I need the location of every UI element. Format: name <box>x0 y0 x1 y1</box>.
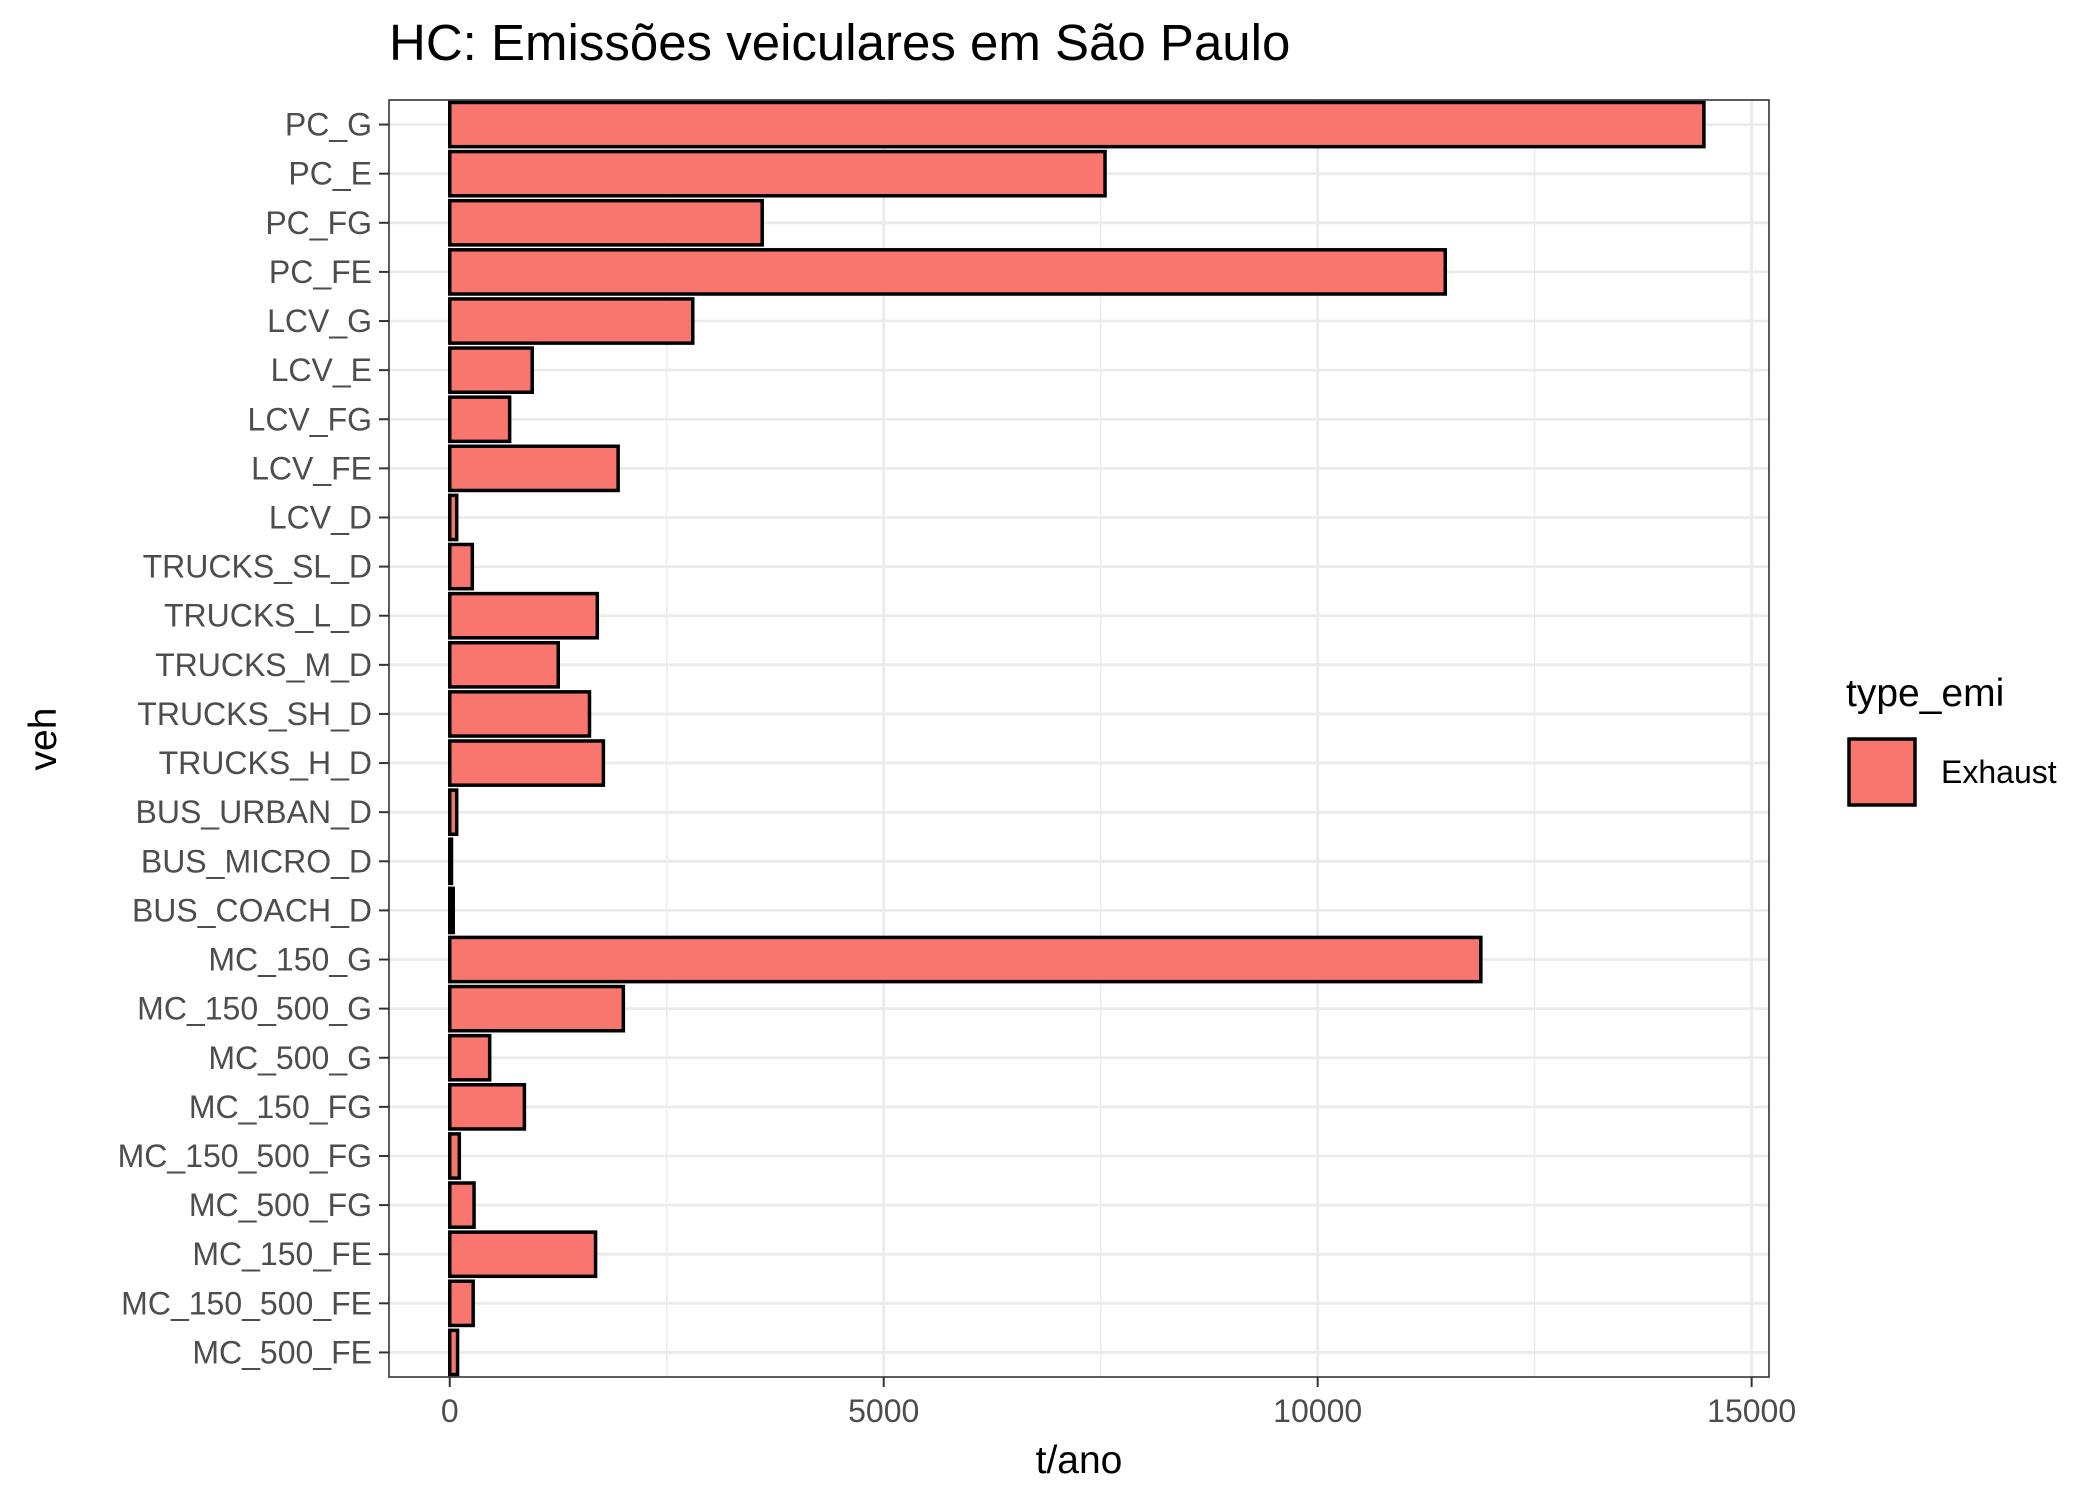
y-tick-label: LCV_D <box>269 499 372 535</box>
bar-trucks-h-d <box>448 739 606 787</box>
bar-trucks-l-d <box>448 591 600 640</box>
y-tick-label: MC_500_FE <box>192 1334 372 1370</box>
legend-label-exhaust: Exhaust <box>1941 754 2057 790</box>
y-tick-label: LCV_G <box>267 303 372 339</box>
bar-pc-e <box>448 149 1107 198</box>
y-tick-label: PC_G <box>285 107 372 143</box>
y-tick-label: MC_500_FG <box>189 1187 372 1223</box>
y-tick-label: LCV_E <box>271 352 372 388</box>
legend-title: type_emi <box>1846 672 2004 715</box>
y-tick-label: TRUCKS_L_D <box>164 598 372 634</box>
legend: type_emi Exhaust <box>1846 672 2057 807</box>
y-tick-label: BUS_MICRO_D <box>141 843 372 879</box>
bar-mc-150-g <box>448 935 1483 984</box>
bar-mc-500-fg <box>448 1181 476 1229</box>
plot-panel-border <box>388 99 1770 1378</box>
y-axis: PC_G PC_E PC_FG PC_FE LCV_G LCV_E LCV_FG LCV_FE… <box>118 107 389 1370</box>
bar-mc-150-500-fg <box>448 1132 462 1180</box>
bar-bus-urban-d <box>448 788 459 837</box>
bar-mc-500-fe <box>448 1328 460 1377</box>
bar-trucks-sh-d <box>448 690 592 738</box>
bar-pc-fg <box>448 198 764 247</box>
y-tick-label: MC_150_FG <box>189 1089 372 1125</box>
bar-bus-coach-d <box>448 886 455 935</box>
bar-pc-fe <box>448 248 1448 296</box>
y-tick-label: MC_500_G <box>208 1040 372 1076</box>
bar-mc-150-fe <box>448 1230 598 1279</box>
x-tick-label: 15000 <box>1707 1393 1796 1429</box>
y-tick-label: TRUCKS_M_D <box>155 647 372 683</box>
y-tick-label: BUS_COACH_D <box>132 892 372 928</box>
x-tick-label: 10000 <box>1273 1393 1362 1429</box>
bar-mc-500-g <box>448 1033 492 1082</box>
bars <box>448 100 1706 1377</box>
y-tick-label: PC_FE <box>269 254 372 290</box>
y-tick-label: MC_150_G <box>208 942 372 978</box>
y-tick-label: PC_E <box>288 156 372 192</box>
bar-pc-g <box>448 100 1706 149</box>
x-tick-label: 5000 <box>848 1393 919 1429</box>
bar-lcv-fg <box>448 395 512 444</box>
bar-lcv-e <box>448 346 534 394</box>
bar-bus-micro-d <box>448 837 454 886</box>
y-axis-title: veh <box>22 708 65 771</box>
bar-mc-150-500-g <box>448 984 626 1033</box>
x-axis: 0 5000 10000 15000 <box>441 1377 1796 1429</box>
legend-key-exhaust <box>1847 737 1917 807</box>
y-tick-label: MC_150_500_FG <box>118 1138 372 1174</box>
bar-mc-150-500-fe <box>448 1279 475 1328</box>
bar-lcv-fe <box>448 444 620 493</box>
y-tick-label: TRUCKS_SL_D <box>143 549 372 585</box>
bar-trucks-sl-d <box>448 542 475 591</box>
y-tick-label: PC_FG <box>265 205 372 241</box>
bar-lcv-d <box>448 493 459 542</box>
bar-mc-150-fg <box>448 1083 527 1131</box>
y-tick-label: TRUCKS_SH_D <box>137 696 372 732</box>
y-tick-label: MC_150_500_FE <box>121 1285 372 1321</box>
y-tick-label: TRUCKS_H_D <box>159 745 372 781</box>
x-axis-title: t/ano <box>1036 1439 1123 1482</box>
y-tick-label: MC_150_FE <box>192 1236 372 1272</box>
y-tick-label: BUS_URBAN_D <box>135 794 372 830</box>
bar-lcv-g <box>448 297 695 345</box>
chart-title: HC: Emissões veiculares em São Paulo <box>389 14 1290 71</box>
y-tick-label: LCV_FE <box>251 450 372 486</box>
y-tick-label: LCV_FG <box>248 401 372 437</box>
x-tick-label: 0 <box>441 1393 459 1429</box>
y-tick-label: MC_150_500_G <box>137 991 372 1027</box>
bar-trucks-m-d <box>448 640 560 689</box>
